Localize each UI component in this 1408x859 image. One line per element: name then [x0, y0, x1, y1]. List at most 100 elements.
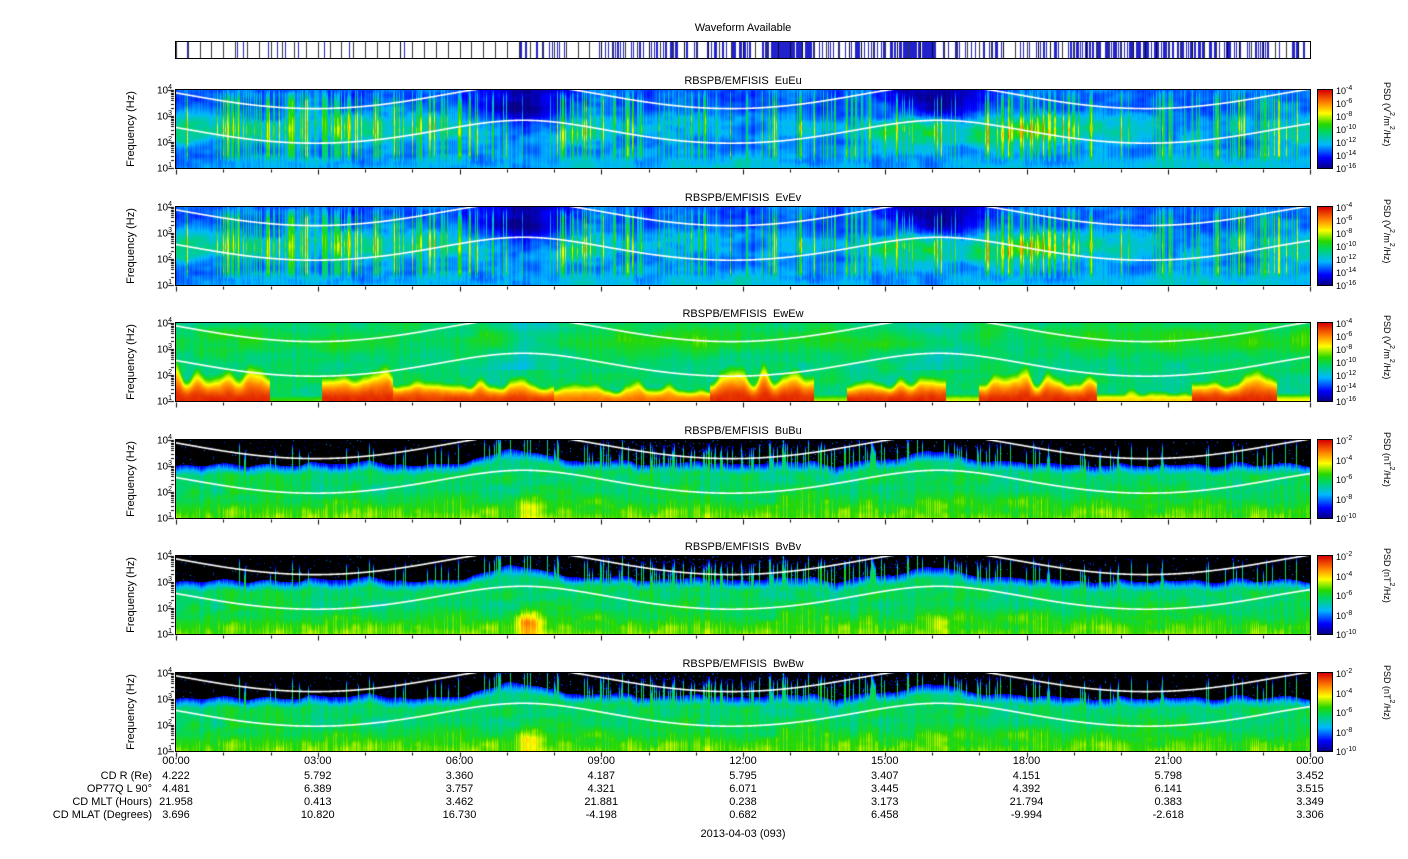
ephemeris-value: 0.682: [729, 809, 757, 821]
colorbar-tick-label: 10-4: [1336, 570, 1353, 582]
ephemeris-value: 4.392: [1012, 783, 1041, 795]
colorbar-tick-label: 10-10: [1336, 513, 1357, 524]
colorbar-tick-label: 10-16: [1336, 280, 1357, 291]
x-tick-label: 00:00: [1296, 755, 1324, 767]
spectrogram-canvas-EuEu: [175, 89, 1311, 169]
y-axis-label: Frequency (Hz): [125, 557, 137, 633]
ephemeris-value: 16.730: [442, 809, 477, 821]
y-tick-label: 104: [156, 317, 172, 330]
colorbar-BvBv: [1317, 555, 1333, 635]
y-axis-label: Frequency (Hz): [125, 324, 137, 400]
y-tick-label: 102: [156, 719, 172, 732]
colorbar-tick-label: 10-4: [1336, 318, 1353, 329]
colorbar-tick-label: 10-4: [1336, 202, 1353, 213]
ephemeris-value: 6.389: [303, 783, 332, 795]
y-tick-label: 103: [156, 110, 172, 123]
ephemeris-value: -9.994: [1010, 809, 1043, 821]
colorbar-tick-label: 10-14: [1336, 267, 1357, 278]
y-tick-label: 104: [156, 550, 172, 563]
y-axis-label: Frequency (Hz): [125, 91, 137, 167]
ephemeris-value: 10.820: [300, 809, 335, 821]
ephemeris-row-label: CD R (Re): [100, 770, 152, 782]
y-axis-label: Frequency (Hz): [125, 441, 137, 517]
colorbar-tick-label: 10-16: [1336, 396, 1357, 407]
y-tick-label: 104: [156, 667, 172, 680]
colorbar-tick-label: 10-14: [1336, 383, 1357, 394]
x-tick-label: 12:00: [729, 755, 757, 767]
colorbar-unit-label: PSD (nT2/Hz): [1382, 665, 1395, 720]
y-tick-label: 104: [156, 434, 172, 447]
ephemeris-value: 5.798: [1154, 770, 1183, 782]
spectrogram-canvas-BuBu: [175, 439, 1311, 519]
colorbar-tick-label: 10-12: [1336, 370, 1357, 381]
y-tick-label: 103: [156, 693, 172, 706]
y-tick-label: 103: [156, 343, 172, 356]
ephemeris-row-label: CD MLT (Hours): [72, 796, 152, 808]
colorbar-tick-label: 10-8: [1336, 228, 1353, 239]
ephemeris-row-label: CD MLAT (Degrees): [52, 809, 152, 821]
colorbar-tick-label: 10-6: [1336, 331, 1353, 342]
ephemeris-value: 21.794: [1009, 796, 1044, 808]
ephemeris-value: 4.222: [162, 770, 190, 782]
ephemeris-value: 5.795: [729, 770, 757, 782]
colorbar-tick-label: 10-4: [1336, 687, 1353, 699]
panel-title-EvEv: RBSPB/EMFISIS EvEv: [684, 192, 802, 204]
colorbar-unit-label: PSD (V2/m2/Hz): [1382, 199, 1395, 264]
colorbar-EuEu: [1317, 89, 1333, 169]
colorbar-tick-label: 10-16: [1336, 163, 1357, 174]
panel-title-BvBv: RBSPB/EMFISIS BvBv: [684, 541, 802, 553]
y-tick-label: 101: [156, 745, 172, 758]
y-tick-label: 103: [156, 576, 172, 589]
ephemeris-value: -4.198: [585, 809, 617, 821]
colorbar-tick-label: 10-10: [1336, 124, 1357, 135]
ephemeris-value: 3.306: [1296, 809, 1324, 821]
ephemeris-value: 4.481: [162, 783, 190, 795]
y-tick-label: 101: [156, 395, 172, 408]
ephemeris-value: 3.407: [870, 770, 899, 782]
ephemeris-value: -2.618: [1152, 809, 1184, 821]
y-tick-label: 101: [156, 279, 172, 292]
x-tick-label: 06:00: [445, 755, 474, 767]
colorbar-tick-label: 10-6: [1336, 98, 1353, 109]
date-label: 2013-04-03 (093): [700, 828, 786, 840]
colorbar-tick-label: 10-8: [1336, 111, 1353, 122]
ephemeris-value: 3.360: [445, 770, 474, 782]
colorbar-tick-label: 10-8: [1336, 726, 1353, 738]
ephemeris-value: 4.321: [587, 783, 616, 795]
panel-title-EwEw: RBSPB/EMFISIS EwEw: [682, 308, 804, 320]
ephemeris-value: 3.173: [870, 796, 899, 808]
y-tick-label: 101: [156, 162, 172, 175]
y-tick-label: 104: [156, 84, 172, 97]
colorbar-tick-label: 10-2: [1336, 551, 1353, 562]
y-tick-label: 104: [156, 201, 172, 214]
y-tick-label: 103: [156, 227, 172, 240]
y-tick-label: 101: [156, 628, 172, 641]
ephemeris-value: 3.452: [1296, 770, 1324, 782]
y-axis-label: Frequency (Hz): [125, 208, 137, 284]
colorbar-tick-label: 10-10: [1336, 629, 1357, 640]
colorbar-tick-label: 10-10: [1336, 746, 1357, 757]
spectrogram-canvas-EwEw: [175, 322, 1311, 402]
ephemeris-value: 6.141: [1154, 783, 1183, 795]
colorbar-tick-label: 10-8: [1336, 493, 1353, 505]
colorbar-EvEv: [1317, 206, 1333, 286]
colorbar-unit-label: PSD (nT2/Hz): [1382, 548, 1395, 603]
colorbar-tick-label: 10-6: [1336, 474, 1353, 485]
colorbar-tick-label: 10-6: [1336, 707, 1353, 718]
colorbar-unit-label: PSD (nT2/Hz): [1382, 432, 1395, 487]
colorbar-tick-label: 10-2: [1336, 668, 1353, 679]
colorbar-tick-label: 10-10: [1336, 357, 1357, 368]
colorbar-BwBw: [1317, 672, 1333, 752]
colorbar-tick-label: 10-10: [1336, 241, 1357, 252]
colorbar-tick-label: 10-12: [1336, 137, 1357, 148]
ephemeris-value: 5.792: [303, 770, 332, 782]
colorbar-tick-label: 10-2: [1336, 435, 1353, 446]
y-tick-label: 102: [156, 486, 172, 499]
colorbar-tick-label: 10-14: [1336, 150, 1357, 161]
ephemeris-value: 3.445: [870, 783, 899, 795]
x-tick-label: 15:00: [870, 755, 899, 767]
ephemeris-value: 4.151: [1012, 770, 1041, 782]
spectrogram-canvas-BvBv: [175, 555, 1311, 635]
colorbar-tick-label: 10-4: [1336, 454, 1353, 466]
